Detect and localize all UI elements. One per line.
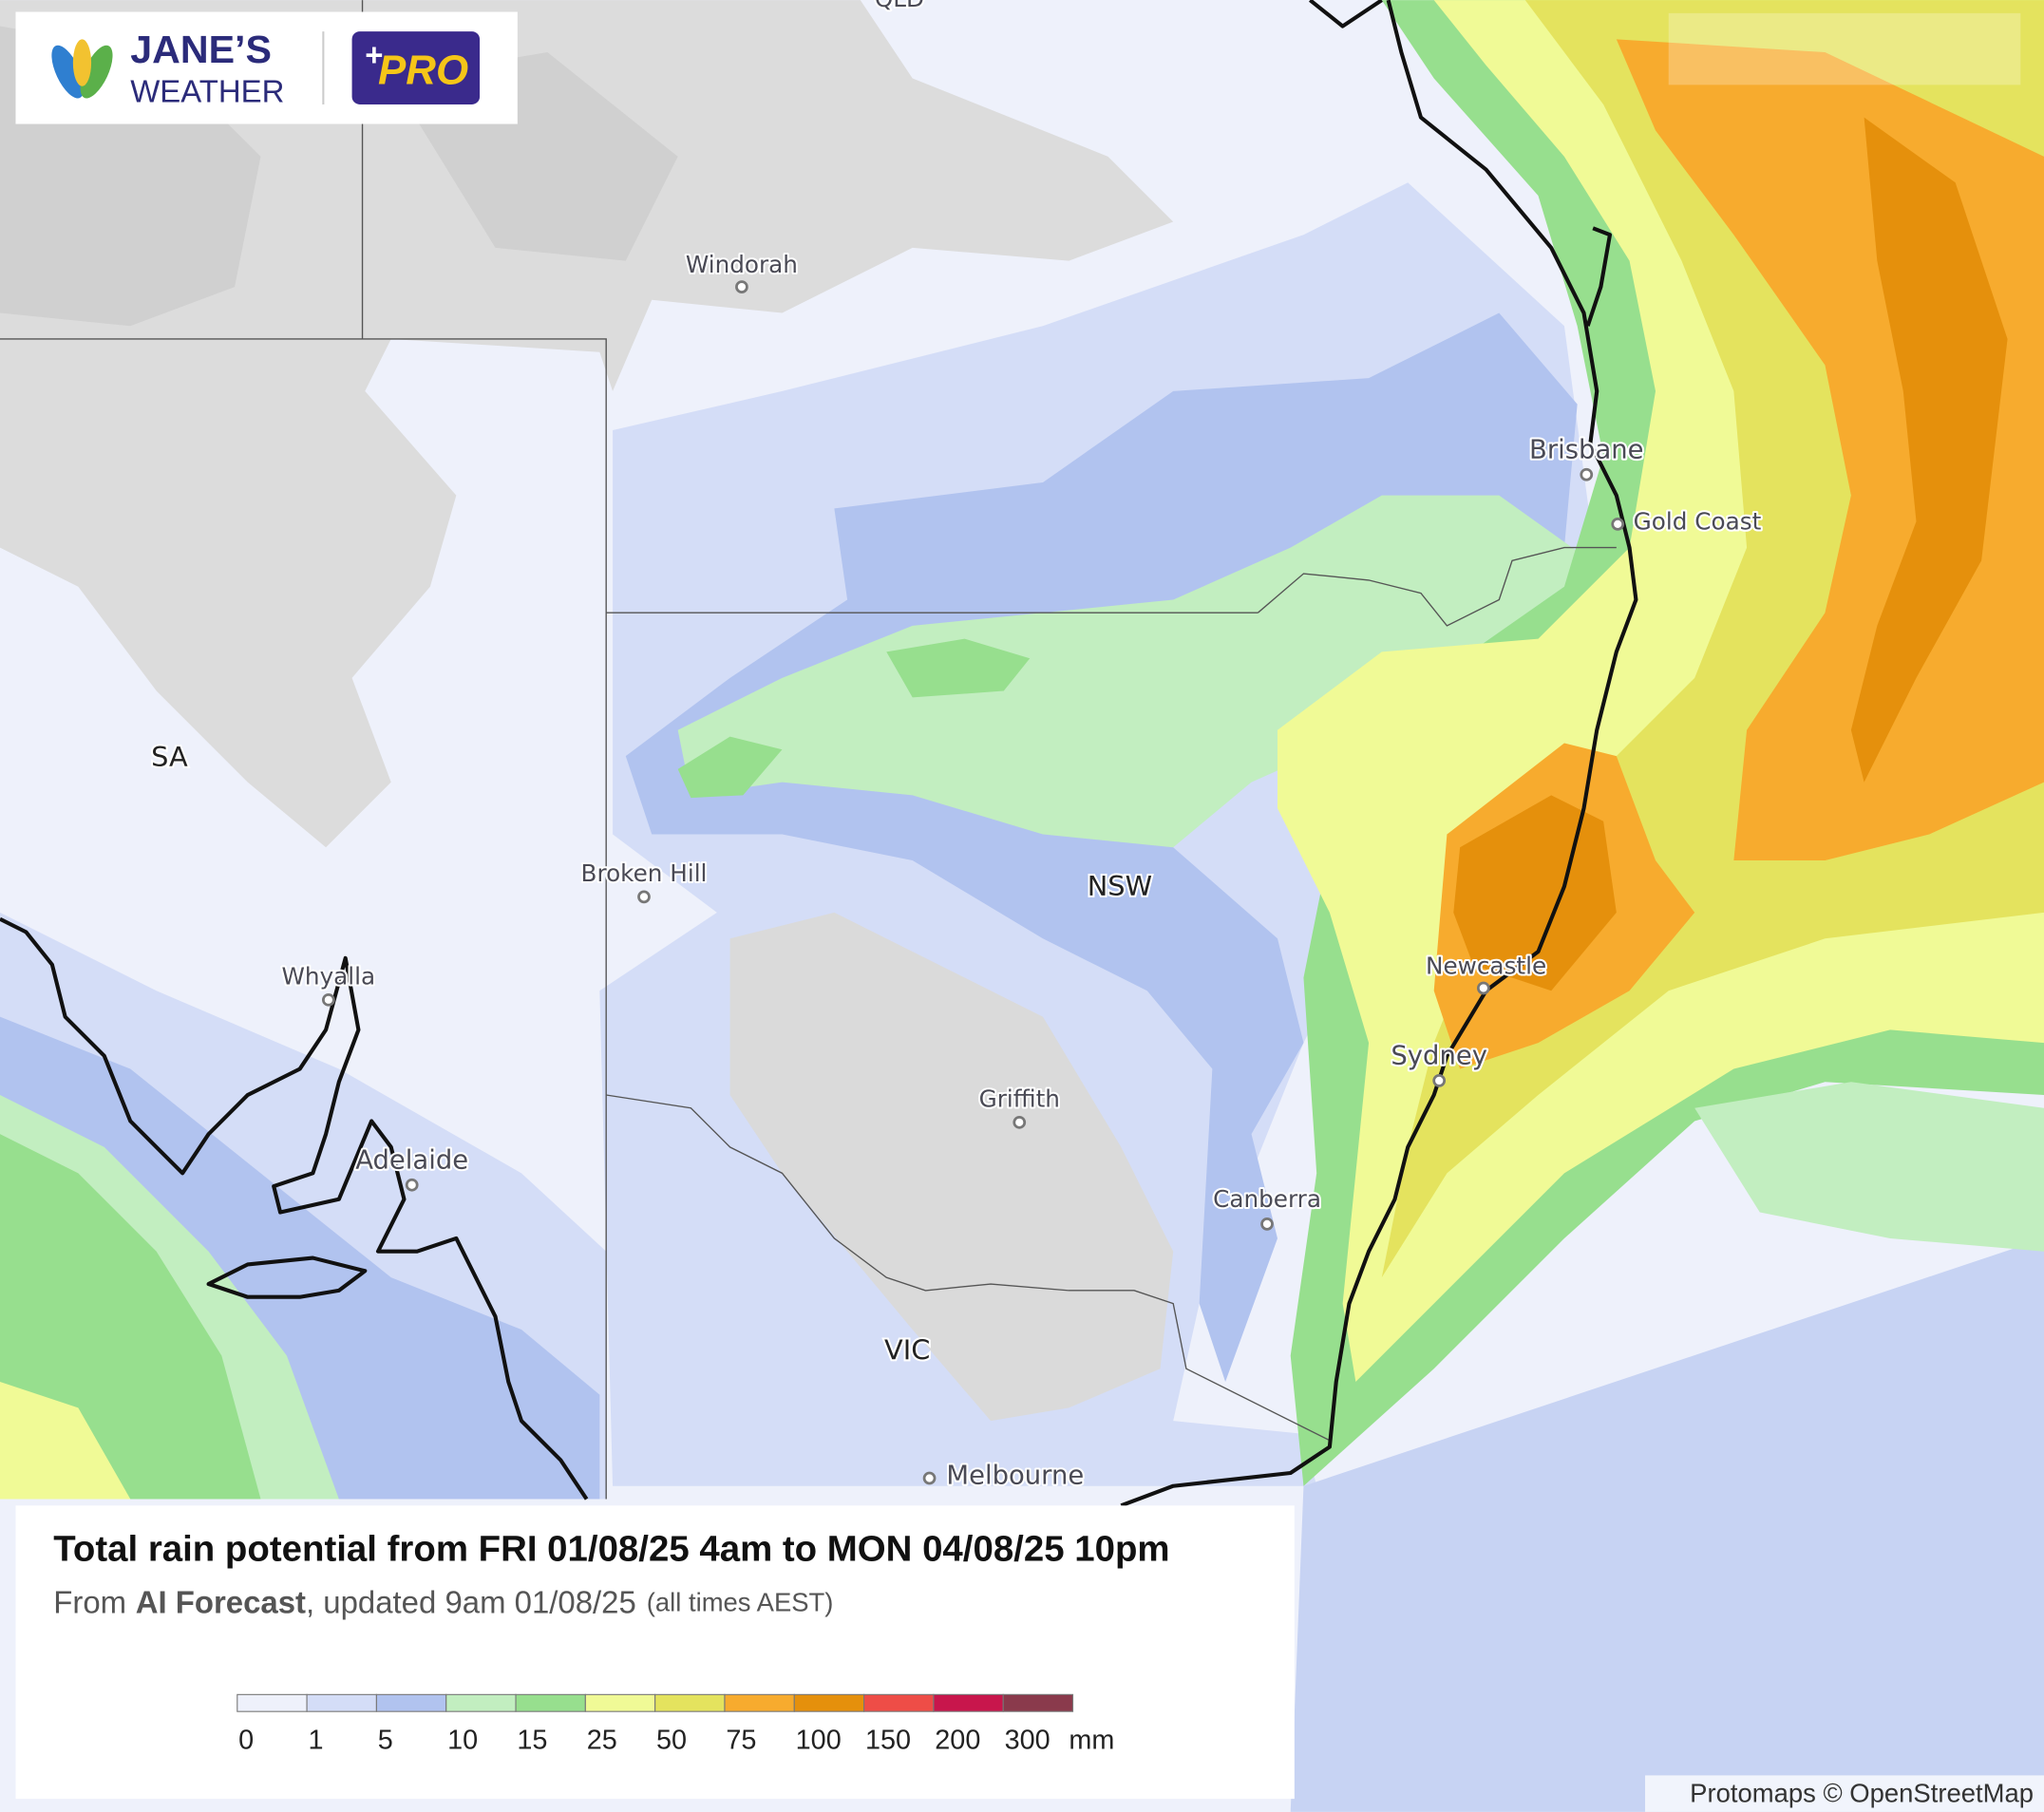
place-label: Canberra xyxy=(1213,1185,1321,1213)
attribution-text: Protomaps © OpenStreetMap xyxy=(1690,1778,2034,1807)
legend-label: 0 xyxy=(238,1725,254,1755)
place-label: Melbourne xyxy=(946,1462,1084,1491)
legend-swatch xyxy=(863,1693,935,1712)
place-dot xyxy=(321,992,335,1007)
legend-label: 200 xyxy=(935,1725,980,1755)
place-dot xyxy=(637,890,651,904)
legend-label: 150 xyxy=(865,1725,911,1755)
source: AI Forecast xyxy=(136,1584,306,1619)
place-label: Sydney xyxy=(1391,1042,1487,1071)
place-label: Newcastle xyxy=(1426,953,1546,980)
badge-plus: + xyxy=(365,37,383,72)
legend-label: 10 xyxy=(447,1725,478,1755)
legend-swatch xyxy=(237,1693,308,1712)
place-dot xyxy=(1432,1074,1447,1087)
place-label: Whyalla xyxy=(282,962,376,990)
legend-label: 25 xyxy=(587,1725,617,1755)
place-labels: QLD Windorah Brisbane Gold Coast SA Brok… xyxy=(149,0,1764,1493)
source-prefix: From xyxy=(53,1584,126,1619)
region-label: SA xyxy=(151,741,188,773)
updated: , updated 9am 01/08/25 xyxy=(306,1584,636,1619)
place-dot xyxy=(735,280,748,293)
legend-swatch xyxy=(445,1693,517,1712)
legend-swatch xyxy=(933,1693,1004,1712)
attribution: Protomaps © OpenStreetMap xyxy=(1645,1775,2044,1812)
place-label: Adelaide xyxy=(355,1146,468,1176)
brand-name: JANE’S xyxy=(130,28,272,71)
legend-swatch xyxy=(654,1693,726,1712)
region-label: QLD xyxy=(875,0,924,12)
legend-swatch xyxy=(724,1693,795,1712)
legend-label: 100 xyxy=(796,1725,842,1755)
legend-panel: Total rain potential from FRI 01/08/25 4… xyxy=(15,1505,1295,1800)
badge-text: PRO xyxy=(378,47,468,94)
legend-label: 300 xyxy=(1005,1725,1050,1755)
region-label: VIC xyxy=(884,1333,930,1366)
place-label: Broken Hill xyxy=(581,859,708,887)
legend-subtitle: From AI Forecast, updated 9am 01/08/25 (al… xyxy=(53,1584,833,1619)
place-dot xyxy=(1013,1115,1027,1129)
place-dot xyxy=(922,1471,937,1485)
region-label: NSW xyxy=(1088,870,1152,902)
place-dot xyxy=(405,1178,419,1192)
legend-label: 50 xyxy=(656,1725,687,1755)
brand-name: WEATHER xyxy=(130,74,284,109)
legend-label: 5 xyxy=(378,1725,393,1755)
legend-swatch xyxy=(584,1693,656,1712)
pro-badge xyxy=(351,31,481,104)
legend-swatch xyxy=(306,1693,377,1712)
legend-swatch xyxy=(515,1693,586,1712)
place-label: Brisbane xyxy=(1529,436,1644,465)
place-dot xyxy=(1580,467,1594,481)
place-label: Gold Coast xyxy=(1634,508,1762,536)
legend-swatch xyxy=(375,1693,447,1712)
logo: JANE’S WEATHER + PRO xyxy=(15,11,518,124)
legend-swatch xyxy=(793,1693,865,1712)
place-dot xyxy=(1611,518,1625,531)
place-label: Windorah xyxy=(686,251,798,278)
legend-label: 1 xyxy=(308,1725,323,1755)
timezone: (all times AEST) xyxy=(647,1588,834,1617)
place-dot xyxy=(1260,1217,1274,1231)
legend-title: Total rain potential from FRI 01/08/25 4… xyxy=(53,1529,1169,1570)
legend-unit: mm xyxy=(1069,1725,1114,1755)
legend-label: 75 xyxy=(726,1725,756,1755)
place-label: Griffith xyxy=(979,1085,1060,1112)
legend-label: 15 xyxy=(517,1725,547,1755)
legend-swatch xyxy=(1002,1693,1074,1712)
place-dot xyxy=(1476,981,1490,995)
